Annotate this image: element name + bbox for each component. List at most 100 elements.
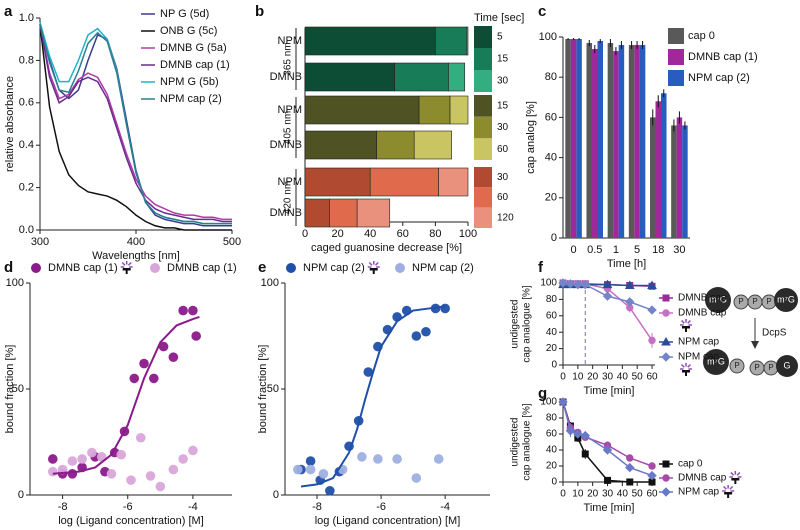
marker	[647, 305, 657, 315]
x-tick-label: 5	[634, 244, 640, 256]
y-tick-label: 40	[546, 445, 558, 456]
panel-label: g	[538, 385, 547, 402]
point	[126, 475, 136, 485]
bar-segment	[413, 130, 452, 160]
y-axis-label: cap analogue [%]	[522, 403, 533, 481]
legend-swatch	[286, 263, 296, 273]
x-tick-label: 40	[364, 228, 376, 240]
bar-segment	[449, 95, 469, 125]
series-line	[39, 24, 232, 225]
legend-label: ONB G (5c)	[160, 25, 217, 37]
legend-swatch	[668, 49, 684, 65]
x-axis-label: log (Ligand concentration) [M]	[315, 515, 461, 527]
x-tick-label: 500	[223, 236, 241, 248]
lamp-stem	[685, 328, 687, 332]
point	[440, 303, 450, 314]
colorbar-step	[474, 167, 492, 188]
lamp-ray	[736, 471, 741, 476]
legend-label: NP G (5d)	[160, 8, 209, 20]
bar	[649, 117, 656, 238]
legend-label: DMNB cap (1)	[167, 262, 237, 274]
diagram-label: P	[752, 297, 757, 306]
x-tick-label: 80	[429, 228, 441, 240]
lamp-ray	[121, 261, 126, 266]
x-tick-label: 50	[632, 372, 644, 383]
y-tick-label: 40	[545, 152, 557, 164]
bar-label: NPM	[278, 35, 302, 47]
marker	[647, 280, 657, 289]
y-tick-label: 0.8	[19, 54, 34, 66]
y-tick-label: 20	[546, 461, 558, 472]
point	[158, 341, 169, 352]
legend-label: NPM cap (2)	[160, 93, 222, 105]
y-tick-label: 60	[546, 429, 558, 440]
marker	[625, 462, 635, 473]
lamp-stem	[372, 270, 375, 274]
legend-label: cap 0	[678, 459, 703, 470]
bar	[682, 125, 688, 238]
x-tick-label: 1	[613, 244, 619, 256]
diagram-label: P	[766, 297, 771, 306]
bar-segment	[435, 26, 467, 56]
bar-segment	[356, 198, 391, 228]
lamp-ray	[730, 471, 735, 476]
lamp-ray	[687, 319, 692, 324]
bar-segment	[369, 167, 439, 197]
point	[357, 452, 367, 462]
point	[67, 469, 78, 479]
diagram-label: P	[768, 363, 773, 372]
marker	[602, 445, 613, 455]
x-tick-label: 0.5	[587, 244, 602, 256]
x-tick-label: 40	[617, 372, 629, 383]
diagram-label: m⁷G	[709, 294, 727, 304]
x-tick-label: -4	[440, 501, 450, 513]
series-line	[39, 24, 232, 227]
bar	[597, 41, 604, 238]
legend-label: DMNB cap (1)	[48, 262, 118, 274]
y-tick-label: 100	[6, 277, 24, 289]
y-tick-label: 80	[545, 71, 557, 83]
marker	[626, 454, 634, 462]
diagram-label: G	[783, 360, 790, 370]
y-tick-label: 0.4	[19, 139, 34, 151]
bar	[607, 43, 614, 238]
legend-label: DMNB cap	[678, 473, 727, 484]
point	[188, 445, 198, 456]
colorbar-step	[474, 207, 492, 228]
x-tick-label: 60	[397, 228, 409, 240]
group-label: 420 nm	[283, 181, 294, 214]
bar	[639, 45, 646, 238]
bar-segment	[376, 130, 415, 160]
colorbar-step	[474, 26, 492, 48]
point	[293, 464, 303, 475]
bar-segment	[329, 198, 358, 228]
point	[318, 469, 329, 479]
enzyme-label: DcpS	[762, 328, 787, 339]
x-axis-label: Time [h]	[607, 258, 646, 270]
y-tick-label: 0.2	[19, 182, 34, 194]
x-tick-label: 20	[331, 228, 343, 240]
y-tick-label: 40	[546, 327, 558, 338]
marker	[662, 460, 670, 468]
point	[67, 456, 78, 466]
marker	[565, 279, 576, 289]
legend-label: DMNB cap (1)	[160, 59, 230, 71]
y-tick-label: 0	[273, 489, 279, 501]
point	[168, 352, 179, 363]
legend-label: DMNB cap	[678, 293, 727, 304]
x-tick-label: 18	[652, 244, 664, 256]
diagram-label: P	[738, 297, 743, 306]
lamp-stem	[125, 270, 128, 274]
y-tick-label: 60	[545, 111, 557, 123]
fit-curve	[52, 315, 200, 475]
bar	[565, 39, 571, 239]
bar	[586, 43, 592, 238]
x-tick-label: 0	[571, 244, 577, 256]
x-axis-label: log (Ligand concentration) [M]	[58, 515, 204, 527]
x-tick-label: 30	[602, 372, 614, 383]
colorbar-label: 30	[497, 76, 509, 87]
bar-segment	[304, 130, 378, 160]
diagram-label: P	[734, 361, 739, 370]
bar-segment	[304, 95, 420, 125]
colorbar-label: 15	[497, 100, 509, 111]
